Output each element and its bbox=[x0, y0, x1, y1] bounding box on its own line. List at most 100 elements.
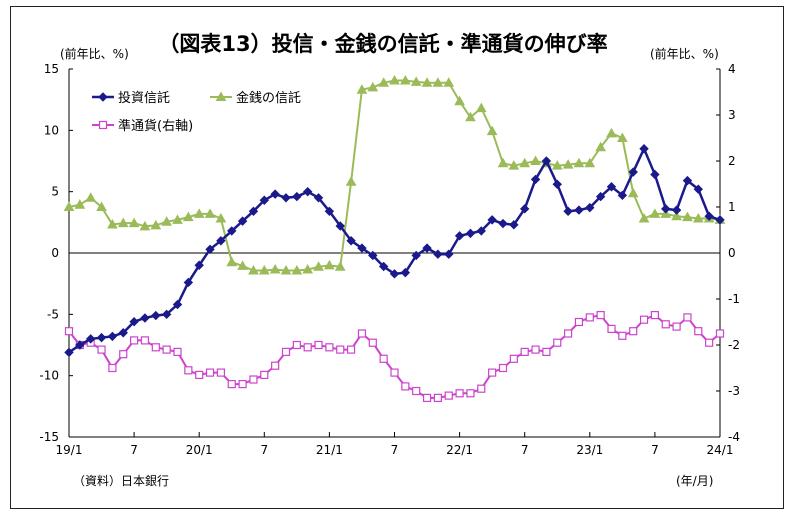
legend-marker bbox=[98, 120, 108, 130]
series-point bbox=[671, 205, 682, 215]
y-right-tick-label: 1 bbox=[728, 200, 736, 214]
series-point bbox=[248, 206, 259, 217]
x-tick-label: 7 bbox=[391, 443, 399, 457]
series-point bbox=[357, 243, 367, 253]
series-point bbox=[704, 211, 714, 221]
x-tick-label: 20/1 bbox=[186, 443, 213, 457]
series-point bbox=[227, 226, 237, 236]
legend-item: 準通貨(右軸) bbox=[92, 118, 193, 134]
x-tick-label: 21/1 bbox=[316, 443, 343, 457]
series-point bbox=[249, 375, 258, 384]
series-point bbox=[271, 361, 280, 370]
series-point bbox=[130, 336, 139, 345]
series-point bbox=[96, 201, 107, 211]
series-point bbox=[281, 193, 291, 203]
series-point bbox=[488, 368, 497, 377]
y-left-tick-label: 15 bbox=[44, 62, 59, 76]
series-point bbox=[552, 179, 562, 190]
series-point bbox=[281, 347, 291, 356]
x-tick-label: 7 bbox=[521, 443, 529, 457]
series-point bbox=[85, 334, 96, 344]
series-point bbox=[661, 320, 670, 329]
series-point bbox=[161, 309, 172, 320]
series-point bbox=[292, 191, 302, 202]
series-point bbox=[553, 338, 562, 347]
series-point bbox=[401, 382, 410, 391]
series-point bbox=[347, 345, 356, 354]
series-point bbox=[205, 368, 215, 377]
series-point bbox=[694, 327, 703, 336]
series-0 bbox=[64, 144, 725, 358]
series-point bbox=[357, 329, 367, 338]
x-tick-label: 7 bbox=[651, 443, 659, 457]
series-point bbox=[519, 157, 531, 168]
series-point bbox=[497, 157, 509, 168]
series-point bbox=[585, 202, 595, 213]
series-point bbox=[379, 354, 388, 363]
series-point bbox=[606, 127, 617, 138]
x-tick-label: 24/1 bbox=[707, 443, 734, 457]
series-line bbox=[68, 145, 721, 354]
series-point bbox=[639, 144, 649, 154]
series-point bbox=[335, 221, 345, 231]
series-point bbox=[324, 206, 335, 217]
series-point bbox=[410, 76, 422, 86]
series-point bbox=[649, 208, 661, 218]
series-point bbox=[302, 186, 313, 197]
legend-item: 金銭の信託 bbox=[210, 90, 301, 106]
series-point bbox=[313, 261, 324, 271]
series-point bbox=[618, 331, 627, 340]
series-point bbox=[75, 340, 85, 350]
x-unit: (年/月) bbox=[676, 474, 713, 488]
series-point bbox=[715, 329, 725, 338]
series-point bbox=[443, 77, 455, 87]
series-point bbox=[627, 187, 639, 198]
y-left-tick-label: -5 bbox=[47, 307, 59, 321]
series-point bbox=[172, 214, 183, 224]
legend-label: 金銭の信託 bbox=[236, 90, 301, 106]
series-point bbox=[280, 264, 292, 275]
series-point bbox=[487, 215, 497, 225]
series-point bbox=[639, 315, 649, 324]
series-point bbox=[97, 345, 106, 354]
x-tick-label: 19/1 bbox=[56, 443, 83, 457]
series-point bbox=[117, 217, 129, 228]
series-point bbox=[140, 336, 150, 345]
series-point bbox=[444, 391, 453, 400]
series-point bbox=[356, 84, 368, 94]
series-point bbox=[628, 167, 638, 177]
series-point bbox=[574, 205, 584, 215]
series-point bbox=[476, 226, 487, 236]
series-2 bbox=[64, 311, 725, 402]
y-right-tick-label: -1 bbox=[728, 292, 740, 306]
series-point bbox=[563, 329, 573, 338]
series-point bbox=[367, 81, 379, 92]
y-right-unit: (前年比、%) bbox=[650, 46, 719, 61]
series-point bbox=[204, 208, 216, 218]
series-point bbox=[508, 160, 520, 170]
series-point bbox=[140, 313, 150, 323]
y-left-tick-label: -10 bbox=[39, 369, 59, 383]
series-point bbox=[182, 211, 194, 222]
series-point bbox=[411, 250, 421, 261]
series-point bbox=[139, 220, 151, 231]
series-point bbox=[378, 261, 389, 272]
legend-item: 投資信託 bbox=[92, 90, 170, 106]
series-point bbox=[421, 77, 433, 87]
x-tick-label: 22/1 bbox=[446, 443, 473, 457]
series-point bbox=[302, 264, 314, 274]
y-left-tick-label: 10 bbox=[44, 123, 59, 137]
y-right-tick-label: -2 bbox=[728, 338, 740, 352]
y-left-unit: (前年比、%) bbox=[60, 46, 129, 61]
x-tick-label: 7 bbox=[130, 443, 138, 457]
series-point bbox=[682, 175, 693, 186]
series-point bbox=[248, 264, 259, 275]
y-left-tick-label: -15 bbox=[39, 430, 59, 444]
series-point bbox=[509, 220, 519, 230]
series-point bbox=[682, 211, 693, 222]
series-point bbox=[498, 218, 508, 229]
series-point bbox=[551, 160, 563, 170]
series-point bbox=[563, 206, 573, 217]
series-point bbox=[259, 195, 270, 205]
